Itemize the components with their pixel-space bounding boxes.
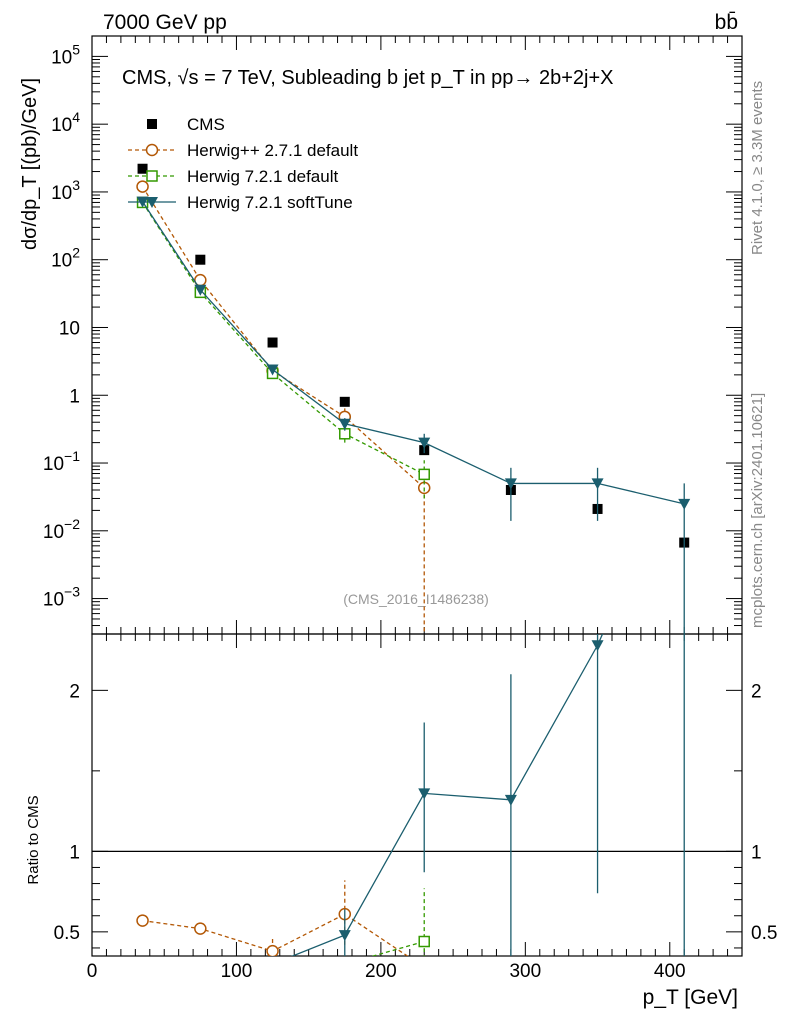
y-tick-label: 104 bbox=[51, 109, 80, 136]
x-tick-label: 300 bbox=[509, 961, 541, 982]
axis-ticks: 0 100 200 300 400 10−3 10−2 10−1 1 10 102 103 104 105… bbox=[43, 35, 777, 982]
y-tick-label: 10−2 bbox=[43, 516, 80, 543]
ratio-tick-label-left: 2 bbox=[69, 681, 80, 702]
y-tick-label: 10−3 bbox=[43, 584, 80, 611]
top-series-layer bbox=[136, 163, 691, 634]
plot-title: CMS, √s = 7 TeV, Subleading b jet p_T in… bbox=[122, 67, 613, 89]
legend-label-herwig-7-2-1-softtune: Herwig 7.2.1 softTune bbox=[187, 193, 353, 212]
cms-point bbox=[195, 254, 206, 265]
herwig-7-2-1-softtune-ratio-point bbox=[338, 930, 351, 942]
y-tick-label: 10 bbox=[59, 318, 80, 339]
herwig-7-2-1-softtune-ratio-point bbox=[267, 959, 279, 970]
y-tick-label: 103 bbox=[51, 177, 80, 204]
legend: CMS Herwig++ 2.7.1 default Herwig 7.2.1 de… bbox=[128, 115, 358, 212]
y-axis-title: dσ/dp_T [(pb)/GeV] bbox=[19, 78, 41, 250]
analysis-id: (CMS_2016_I1486238) bbox=[343, 591, 489, 607]
herwig-7-2-1-softtune-ratio-point bbox=[678, 444, 690, 455]
legend-marker-herwig-2-7-1-default bbox=[145, 143, 159, 157]
herwig-2-7-1-default-line bbox=[142, 186, 425, 489]
herwig-2-7-1-default-ratio-point bbox=[194, 922, 207, 935]
ratio-tick-label-right: 1 bbox=[751, 842, 762, 863]
herwig-7-2-1-default-ratio-point bbox=[418, 935, 430, 948]
herwig-7-2-1-softtune-ratio-point bbox=[591, 640, 604, 652]
herwig-7-2-1-default-ratio-point bbox=[138, 959, 148, 969]
herwig-7-2-1-default-ratio-point bbox=[340, 959, 350, 969]
herwig-7-2-1-default-ratio-point bbox=[195, 959, 205, 969]
herwig-7-2-1-softtune-ratio-point bbox=[504, 794, 517, 806]
herwig-7-2-1-softtune-point bbox=[591, 478, 604, 490]
x-tick-label: 0 bbox=[87, 961, 98, 982]
herwig-2-7-1-default-ratio-point bbox=[136, 914, 149, 927]
ratio-panel-frame bbox=[91, 633, 743, 957]
herwig-7-2-1-softtune-point bbox=[338, 418, 351, 430]
ratio-tick-label-right: 2 bbox=[751, 681, 762, 702]
herwig-2-7-1-default-point bbox=[136, 180, 149, 193]
herwig-2-7-1-default-ratio-point bbox=[419, 962, 430, 973]
y-tick-label: 105 bbox=[51, 41, 80, 68]
y-tick-label: 1 bbox=[69, 386, 80, 407]
herwig-7-2-1-softtune-point bbox=[418, 437, 431, 449]
herwig-7-2-1-softtune-ratio-point bbox=[137, 959, 149, 970]
cms-point bbox=[137, 163, 148, 174]
ratio-tick-label-left: 1 bbox=[69, 842, 80, 863]
herwig-7-2-1-softtune-point bbox=[194, 284, 207, 296]
process-label: bb̄ bbox=[715, 11, 738, 34]
x-axis-title: p_T [GeV] bbox=[643, 986, 738, 1009]
herwig-7-2-1-softtune-point bbox=[504, 478, 517, 490]
herwig-7-2-1-softtune-point bbox=[266, 364, 279, 376]
herwig-2-7-1-default-ratio-point bbox=[266, 944, 279, 956]
legend-label-herwig-2-7-1-default: Herwig++ 2.7.1 default bbox=[187, 141, 358, 160]
y-tick-label: 10−1 bbox=[43, 448, 80, 475]
legend-label-cms: CMS bbox=[187, 115, 225, 134]
legend-marker-herwig-7-2-1-softtune bbox=[146, 197, 158, 208]
energy-label: 7000 GeV pp bbox=[103, 11, 227, 34]
herwig-7-2-1-default-line bbox=[142, 202, 425, 475]
legend-label-herwig-7-2-1-default: Herwig 7.2.1 default bbox=[187, 167, 338, 186]
ratio-tick-label-left: 0.5 bbox=[54, 923, 80, 944]
herwig-7-2-1-default-point bbox=[418, 468, 430, 481]
x-tick-label: 200 bbox=[365, 961, 397, 982]
rivet-version-label: Rivet 4.1.0, ≥ 3.3M events bbox=[749, 81, 766, 255]
ratio-axis-title: Ratio to CMS bbox=[25, 795, 42, 884]
herwig-7-2-1-softtune-line bbox=[142, 201, 685, 505]
herwig-7-2-1-softtune-ratio-point bbox=[194, 959, 206, 970]
ratio-tick-label-right: 0.5 bbox=[751, 923, 777, 944]
cms-point bbox=[267, 337, 278, 348]
herwig-7-2-1-softtune-point bbox=[678, 498, 691, 510]
legend-marker-herwig-7-2-1-default bbox=[146, 170, 158, 182]
cms-point bbox=[339, 396, 350, 407]
legend-marker-cms bbox=[147, 119, 157, 129]
herwig-2-7-1-default-ratio-line bbox=[142, 913, 409, 956]
x-tick-label: 400 bbox=[654, 961, 686, 982]
x-tick-label: 100 bbox=[221, 961, 253, 982]
y-tick-label: 102 bbox=[51, 245, 80, 272]
herwig-7-2-1-default-ratio-point bbox=[268, 959, 278, 969]
herwig-7-2-1-softtune-ratio-point bbox=[418, 788, 431, 800]
mcplots-label: mcplots.cern.ch [arXiv:2401.10621] bbox=[749, 393, 766, 628]
herwig-7-2-1-softtune-ratio-line bbox=[290, 634, 604, 956]
ratio-series-layer bbox=[136, 444, 690, 973]
